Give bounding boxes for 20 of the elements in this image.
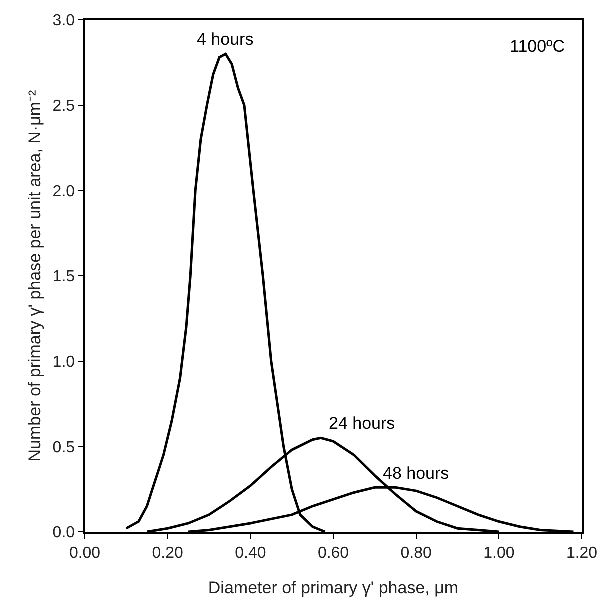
x-tick-label: 1.20 <box>566 544 598 562</box>
y-tick-label: 0.0 <box>52 524 76 542</box>
x-tick-label: 0.00 <box>69 544 101 562</box>
series-label: 4 hours <box>197 30 254 49</box>
series-label: 48 hours <box>383 464 450 483</box>
x-tick-label: 0.80 <box>400 544 432 562</box>
x-tick-label: 0.60 <box>318 544 350 562</box>
y-tick-label: 1.0 <box>52 354 76 371</box>
x-tick-label: 0.20 <box>152 544 184 562</box>
x-axis-title: Diameter of primary γ' phase, μm <box>208 578 459 598</box>
x-tick-label: 1.00 <box>484 544 515 562</box>
y-tick-label: 1.5 <box>52 268 76 286</box>
y-tick-label: 0.5 <box>52 439 76 456</box>
y-tick-label: 2.0 <box>52 183 76 200</box>
y-tick-label: 3.0 <box>52 12 76 30</box>
y-tick-label: 2.5 <box>52 98 76 115</box>
x-tick-label: 0.40 <box>235 544 266 562</box>
y-axis-title: Number of primary γ' phase per unit area, N·μm⁻² <box>26 90 44 462</box>
annotation: 1100ºC <box>510 37 566 56</box>
series-label: 24 hours <box>329 414 396 433</box>
